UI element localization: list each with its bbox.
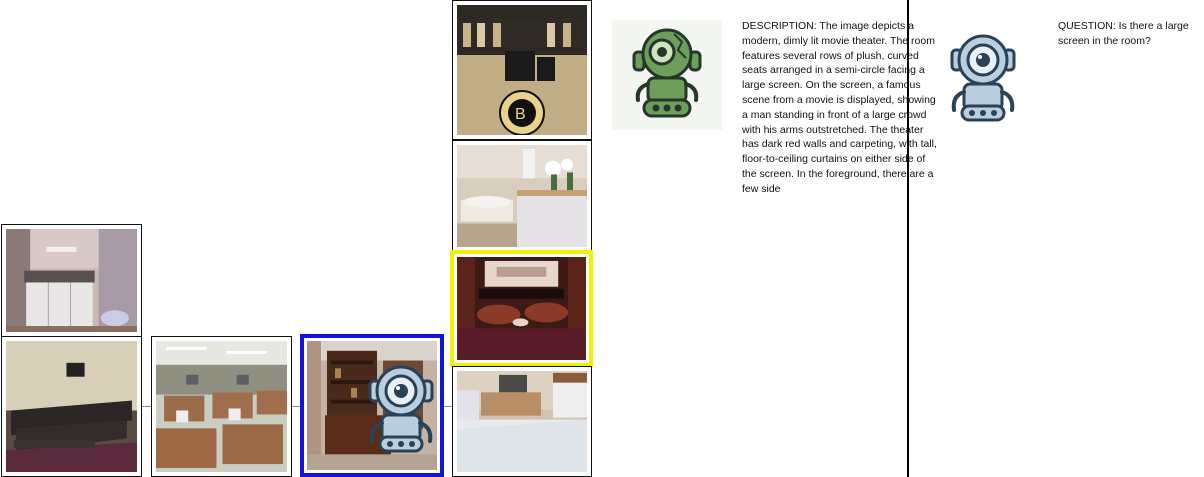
image-tile-office[interactable] [151,336,292,477]
tree-connector [442,406,454,407]
svg-text:B: B [515,106,526,123]
image-tile-bathroom[interactable] [452,140,592,252]
blue-robot-icon [364,361,438,455]
image-tile-bedroom[interactable] [452,366,592,477]
blue-robot-icon [946,30,1020,124]
image-tile-auditorium[interactable] [1,336,142,477]
image-tile-movie-theater-target[interactable] [450,250,593,367]
image-tile-kitchen[interactable] [1,224,142,337]
image-tile-locker-room[interactable]: B [452,0,592,140]
tree-connector [142,406,152,407]
green-robot-icon [612,20,722,130]
panel-divider [907,0,909,477]
question-text: QUESTION: Is there a large screen in the… [1058,20,1189,47]
tree-connector [292,406,302,407]
description-text: DESCRIPTION: The image depicts a modern,… [742,20,937,195]
